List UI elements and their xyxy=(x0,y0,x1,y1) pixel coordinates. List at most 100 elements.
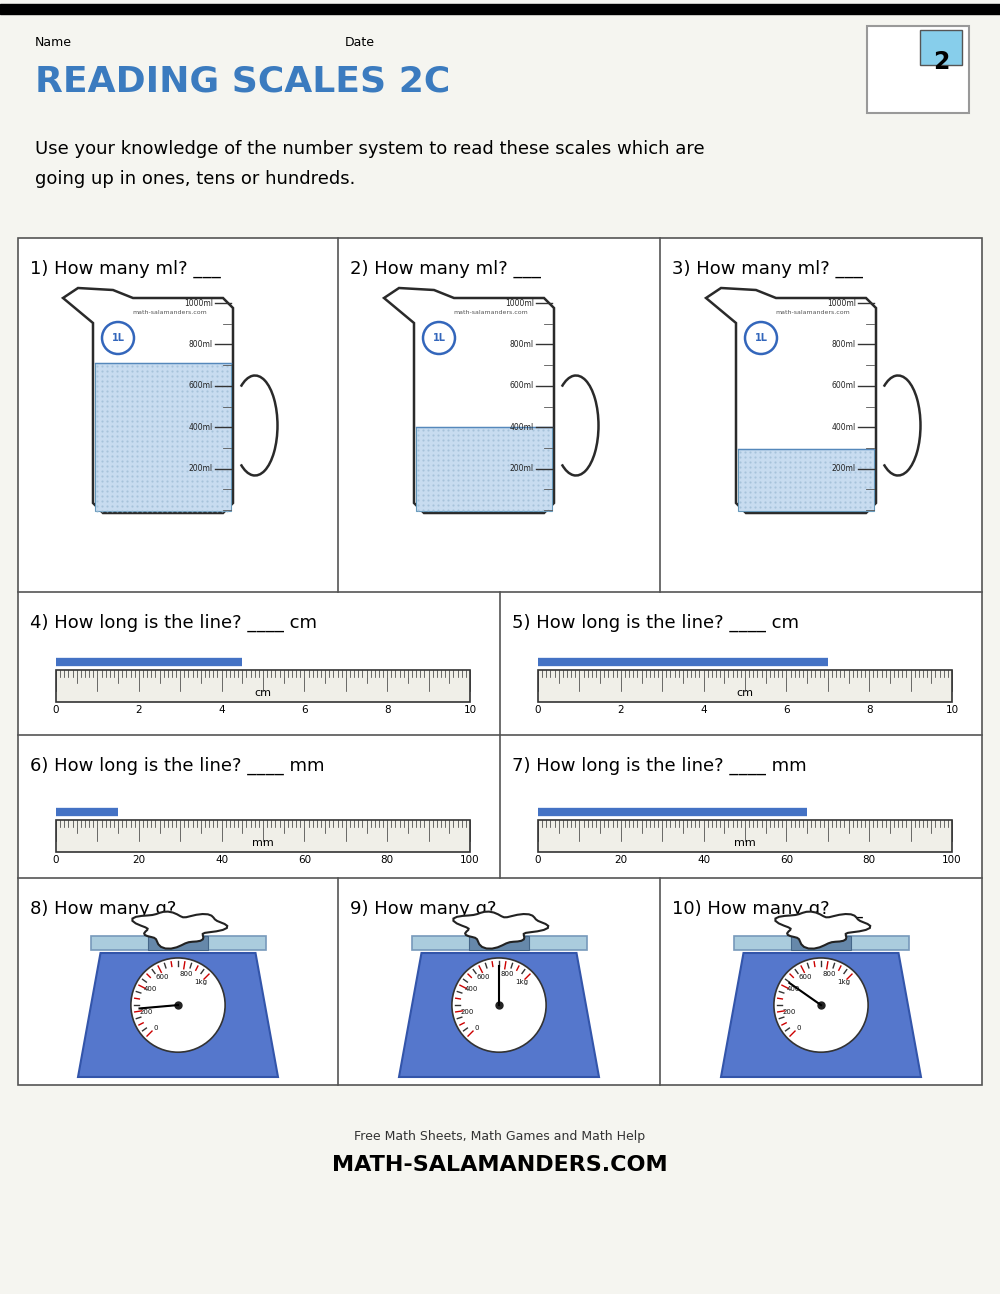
Text: 6) How long is the line? ____ mm: 6) How long is the line? ____ mm xyxy=(30,757,324,775)
Text: 60: 60 xyxy=(780,855,793,864)
Text: 1) How many ml? ___: 1) How many ml? ___ xyxy=(30,260,221,278)
Bar xyxy=(56,670,470,703)
Text: 8: 8 xyxy=(384,705,391,716)
Text: 80: 80 xyxy=(381,855,394,864)
Text: Name: Name xyxy=(35,36,72,49)
Text: cm: cm xyxy=(736,688,754,697)
Text: 4) How long is the line? ____ cm: 4) How long is the line? ____ cm xyxy=(30,613,317,633)
Text: 0: 0 xyxy=(474,1025,479,1031)
Text: 0: 0 xyxy=(153,1025,158,1031)
Circle shape xyxy=(452,958,546,1052)
Text: 10) How many g? ___: 10) How many g? ___ xyxy=(672,901,863,919)
Text: 200: 200 xyxy=(783,1009,796,1014)
Text: 400ml: 400ml xyxy=(510,423,534,432)
Text: cm: cm xyxy=(254,688,272,697)
Text: 100: 100 xyxy=(942,855,962,864)
Text: 600ml: 600ml xyxy=(832,382,856,391)
Text: 400: 400 xyxy=(144,986,157,992)
Text: 800ml: 800ml xyxy=(189,340,213,349)
Text: 200: 200 xyxy=(140,1009,153,1014)
Text: 8) How many g? ___: 8) How many g? ___ xyxy=(30,901,210,919)
Polygon shape xyxy=(384,289,554,512)
Polygon shape xyxy=(453,911,548,949)
Text: 1L: 1L xyxy=(112,333,124,343)
Text: 40: 40 xyxy=(215,855,228,864)
Text: 1L: 1L xyxy=(432,333,446,343)
Text: 6: 6 xyxy=(301,705,308,716)
Text: 400ml: 400ml xyxy=(832,423,856,432)
Text: 600: 600 xyxy=(155,974,169,981)
Text: 200ml: 200ml xyxy=(510,465,534,474)
Polygon shape xyxy=(78,952,278,1077)
Text: 100: 100 xyxy=(460,855,480,864)
Bar xyxy=(148,936,208,950)
Text: 0: 0 xyxy=(535,705,541,716)
Text: 800ml: 800ml xyxy=(832,340,856,349)
Text: 1kg: 1kg xyxy=(194,980,207,986)
Bar xyxy=(95,362,231,511)
Text: 600ml: 600ml xyxy=(189,382,213,391)
Text: 400ml: 400ml xyxy=(189,423,213,432)
Text: math-salamanders.com: math-salamanders.com xyxy=(133,311,207,314)
Text: 0: 0 xyxy=(53,705,59,716)
Text: 4: 4 xyxy=(700,705,707,716)
Bar xyxy=(791,936,851,950)
Text: 200ml: 200ml xyxy=(189,465,213,474)
Text: 200: 200 xyxy=(461,1009,474,1014)
Text: 600: 600 xyxy=(798,974,812,981)
Text: 1000ml: 1000ml xyxy=(827,299,856,308)
Polygon shape xyxy=(706,289,876,512)
Text: READING SCALES 2C: READING SCALES 2C xyxy=(35,65,450,100)
Text: 0: 0 xyxy=(535,855,541,864)
Text: 800: 800 xyxy=(823,970,836,977)
Bar xyxy=(56,820,470,851)
Text: 6: 6 xyxy=(783,705,790,716)
Text: Use your knowledge of the number system to read these scales which are: Use your knowledge of the number system … xyxy=(35,140,705,158)
Bar xyxy=(412,936,586,950)
Bar xyxy=(416,427,552,511)
Text: 20: 20 xyxy=(614,855,627,864)
Circle shape xyxy=(774,958,868,1052)
Text: 400: 400 xyxy=(465,986,478,992)
Bar xyxy=(0,4,1000,14)
Polygon shape xyxy=(132,911,227,949)
Text: 800: 800 xyxy=(180,970,193,977)
Polygon shape xyxy=(721,952,921,1077)
Text: 1000ml: 1000ml xyxy=(505,299,534,308)
Text: math-salamanders.com: math-salamanders.com xyxy=(776,311,850,314)
Bar xyxy=(734,936,908,950)
Text: 10: 10 xyxy=(945,705,959,716)
Bar xyxy=(538,820,952,851)
Text: 10: 10 xyxy=(463,705,477,716)
Text: 2: 2 xyxy=(617,705,624,716)
Text: 1kg: 1kg xyxy=(515,980,528,986)
Text: 40: 40 xyxy=(697,855,710,864)
Text: mm: mm xyxy=(252,839,274,848)
Text: 400: 400 xyxy=(787,986,800,992)
Bar xyxy=(18,238,982,1084)
Text: 1kg: 1kg xyxy=(837,980,850,986)
Text: 20: 20 xyxy=(132,855,145,864)
FancyBboxPatch shape xyxy=(867,26,969,113)
Text: 7) How long is the line? ____ mm: 7) How long is the line? ____ mm xyxy=(512,757,807,775)
Text: 600: 600 xyxy=(476,974,490,981)
Circle shape xyxy=(131,958,225,1052)
Text: 600ml: 600ml xyxy=(510,382,534,391)
Bar xyxy=(738,449,874,511)
Text: 0: 0 xyxy=(796,1025,801,1031)
Text: Date: Date xyxy=(345,36,375,49)
Text: 8: 8 xyxy=(866,705,873,716)
Text: 60: 60 xyxy=(298,855,311,864)
Text: 1L: 1L xyxy=(755,333,768,343)
Bar xyxy=(920,30,962,65)
Text: 80: 80 xyxy=(863,855,876,864)
Text: mm: mm xyxy=(734,839,756,848)
Text: Free Math Sheets, Math Games and Math Help: Free Math Sheets, Math Games and Math He… xyxy=(354,1130,646,1143)
Text: 1000ml: 1000ml xyxy=(184,299,213,308)
Text: 3) How many ml? ___: 3) How many ml? ___ xyxy=(672,260,863,278)
Text: math-salamanders.com: math-salamanders.com xyxy=(454,311,528,314)
Text: 2: 2 xyxy=(135,705,142,716)
Text: 800: 800 xyxy=(501,970,514,977)
Text: 0: 0 xyxy=(53,855,59,864)
Text: 4: 4 xyxy=(218,705,225,716)
